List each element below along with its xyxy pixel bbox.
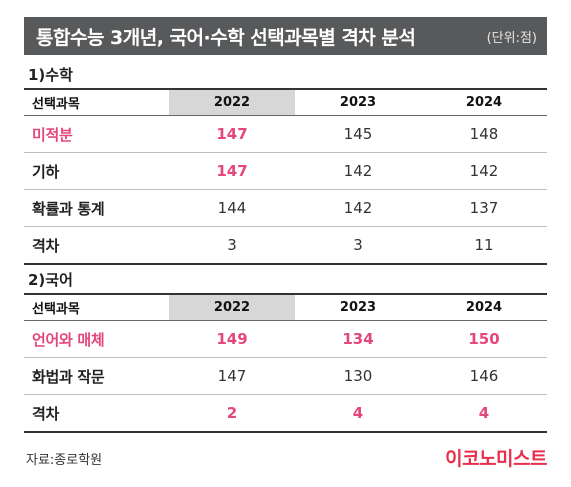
- table-cell: 4: [295, 394, 421, 433]
- table-row: 확률과 통계 144 142 137: [24, 189, 547, 227]
- row-label: 격차: [24, 226, 169, 265]
- table-cell: 144: [169, 189, 295, 227]
- column-header: 2022: [169, 88, 295, 116]
- math-table: 선택과목 2022 2023 2024 미적분 147 145 148 기하 1…: [24, 88, 547, 265]
- table-header-row: 선택과목 2022 2023 2024: [24, 88, 547, 116]
- table-cell: 145: [295, 115, 421, 153]
- korean-section-title: 2)국어: [28, 271, 73, 289]
- table-cell: 3: [295, 226, 421, 265]
- korean-table: 선택과목 2022 2023 2024 언어와 매체 149 134 150 화…: [24, 293, 547, 433]
- table-cell: 2: [169, 394, 295, 433]
- column-header: 선택과목: [24, 88, 169, 116]
- table-row: 미적분 147 145 148: [24, 115, 547, 153]
- row-label: 기하: [24, 152, 169, 190]
- table-row: 격차 2 4 4: [24, 394, 547, 433]
- row-label: 언어와 매체: [24, 320, 169, 358]
- table-cell: 134: [295, 320, 421, 358]
- column-header: 선택과목: [24, 293, 169, 321]
- math-section-title: 1)수학: [28, 66, 73, 84]
- table-cell: 142: [295, 152, 421, 190]
- table-cell: 149: [169, 320, 295, 358]
- table-cell: 146: [421, 357, 547, 395]
- row-label: 미적분: [24, 115, 169, 153]
- table-cell: 147: [169, 115, 295, 153]
- row-label: 격차: [24, 394, 169, 433]
- table-row: 기하 147 142 142: [24, 152, 547, 190]
- table-row: 화법과 작문 147 130 146: [24, 357, 547, 395]
- unit-label: (단위:점): [486, 30, 537, 46]
- row-label: 확률과 통계: [24, 189, 169, 227]
- brand-logo: 이코노미스트: [445, 448, 547, 470]
- table-cell: 147: [169, 357, 295, 395]
- table-cell: 148: [421, 115, 547, 153]
- table-cell: 137: [421, 189, 547, 227]
- title-bar: 통합수능 3개년, 국어·수학 선택과목별 격차 분석 (단위:점): [24, 17, 547, 55]
- column-header: 2023: [295, 293, 421, 321]
- table-cell: 4: [421, 394, 547, 433]
- row-label: 화법과 작문: [24, 357, 169, 395]
- table-cell: 147: [169, 152, 295, 190]
- column-header: 2022: [169, 293, 295, 321]
- table-cell: 142: [421, 152, 547, 190]
- table-cell: 3: [169, 226, 295, 265]
- table-cell: 150: [421, 320, 547, 358]
- chart-title: 통합수능 3개년, 국어·수학 선택과목별 격차 분석: [36, 26, 416, 49]
- table-row: 격차 3 3 11: [24, 226, 547, 265]
- table-cell: 130: [295, 357, 421, 395]
- table-row: 언어와 매체 149 134 150: [24, 320, 547, 358]
- table-cell: 11: [421, 226, 547, 265]
- table-header-row: 선택과목 2022 2023 2024: [24, 293, 547, 321]
- column-header: 2024: [421, 293, 547, 321]
- source-note: 자료:종로학원: [26, 453, 103, 468]
- column-header: 2023: [295, 88, 421, 116]
- column-header: 2024: [421, 88, 547, 116]
- table-cell: 142: [295, 189, 421, 227]
